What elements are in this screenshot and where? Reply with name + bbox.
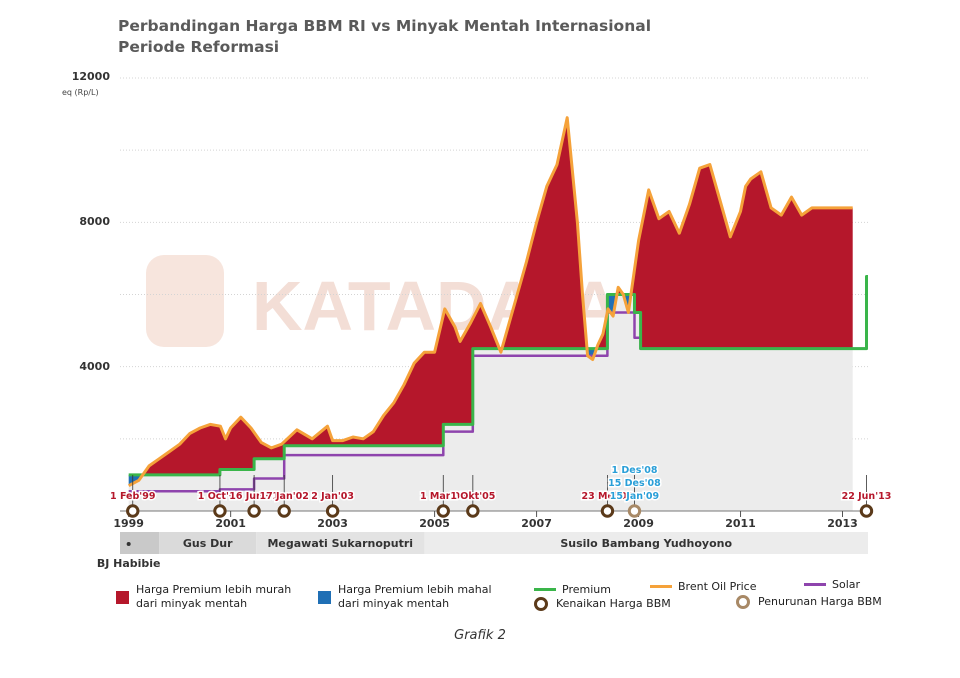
chart-title-line1: Perbandingan Harga BBM RI vs Minyak Ment… bbox=[118, 17, 652, 35]
legend-expensive-swatch bbox=[318, 591, 331, 604]
event-label-6: 1 Okt'05 bbox=[450, 491, 495, 502]
legend-brent: Brent Oil Price bbox=[650, 580, 780, 594]
era-habibie-dot-icon bbox=[126, 542, 131, 546]
x-tick-label-2013: 2013 bbox=[827, 517, 858, 530]
series-line-brent bbox=[127, 116, 853, 488]
event-label-4: 2 Jan'03 bbox=[311, 491, 354, 502]
era-label-habibie: BJ Habibie bbox=[97, 557, 161, 570]
event-marker-2-icon bbox=[247, 504, 261, 518]
era-band: BJ Habibie Gus Dur Megawati Sukarnoputri Su… bbox=[97, 532, 868, 570]
event-label-9: 22 Jun'13 bbox=[842, 491, 892, 502]
legend-increase-label: Kenaikan Harga BBM bbox=[556, 597, 671, 610]
y-tick-label-4000: 4000 bbox=[79, 360, 110, 373]
legend-decrease-marker-icon bbox=[736, 595, 750, 609]
watermark-logo-icon bbox=[146, 255, 224, 347]
event-label-3: 17 Jan'02 bbox=[259, 491, 308, 502]
era-band-3 bbox=[424, 532, 868, 554]
legend-cheaper-label-line2: dari minyak mentah bbox=[136, 597, 248, 610]
era-label-3: Susilo Bambang Yudhoyono bbox=[560, 537, 732, 550]
x-tick-label-2005: 2005 bbox=[419, 517, 450, 530]
x-tick-label-2009: 2009 bbox=[623, 517, 654, 530]
legend-premium: Premium bbox=[534, 583, 644, 597]
era-label-2: Megawati Sukarnoputri bbox=[267, 537, 413, 550]
event-marker-5-icon bbox=[436, 504, 450, 518]
event-marker-9-icon bbox=[859, 504, 874, 518]
chart-caption: Grafik 2 bbox=[454, 628, 506, 643]
y-tick-label-8000: 8000 bbox=[79, 215, 110, 228]
x-tick-label-1999: 1999 bbox=[113, 517, 144, 530]
event-label-1: 1 Oct'00 bbox=[198, 491, 243, 502]
legend-premium-swatch bbox=[534, 588, 556, 591]
event-label-7: 23 Mei'08 bbox=[582, 491, 634, 502]
legend-cheaper-label-line1: Harga Premium lebih murah bbox=[136, 583, 292, 596]
x-axis: 1999 2001 2003 2005 2007 2009 2011 2013 bbox=[113, 510, 868, 530]
event-marker-6-icon bbox=[466, 504, 480, 518]
legend-premium-label: Premium bbox=[562, 583, 611, 596]
event-label-8-0: 1 Des'08 bbox=[611, 465, 657, 476]
legend-brent-label: Brent Oil Price bbox=[678, 580, 757, 593]
x-tick-label-2007: 2007 bbox=[521, 517, 552, 530]
event-marker-0-icon bbox=[126, 504, 140, 518]
legend-solar-swatch bbox=[804, 583, 826, 586]
event-marker-3-icon bbox=[277, 504, 291, 518]
event-label-5: 1 Mar'05 bbox=[420, 491, 467, 502]
legend-expensive-label-line2: dari minyak mentah bbox=[338, 597, 450, 610]
event-label-8-1: 15 Des'08 bbox=[608, 478, 661, 489]
legend-solar: Solar bbox=[804, 578, 884, 592]
event-label-8-2: 15 Jan'09 bbox=[610, 491, 659, 502]
era-band-0 bbox=[120, 532, 160, 554]
event-marker-1-icon bbox=[213, 504, 227, 518]
x-tick-label-2001: 2001 bbox=[215, 517, 246, 530]
event-label-0: 1 Feb'99 bbox=[110, 491, 155, 502]
x-tick-label-2011: 2011 bbox=[725, 517, 756, 530]
chart-title-line2: Periode Reformasi bbox=[118, 38, 280, 56]
event-marker-7-icon bbox=[600, 504, 615, 518]
legend-cheaper-swatch bbox=[116, 591, 129, 604]
event-marker-8-icon bbox=[627, 504, 642, 518]
legend-decrease: Penurunan Harga BBM bbox=[736, 595, 906, 609]
legend-decrease-label: Penurunan Harga BBM bbox=[758, 595, 882, 608]
x-tick-label-2003: 2003 bbox=[317, 517, 348, 530]
era-label-1: Gus Dur bbox=[183, 537, 233, 550]
era-band-2 bbox=[256, 532, 425, 554]
event-label-2: 16 Jun'01 bbox=[229, 491, 279, 502]
legend-solar-label: Solar bbox=[832, 578, 861, 591]
area-premium-cheaper bbox=[128, 117, 853, 475]
y-unit-label: eq (Rp/L) bbox=[62, 88, 99, 97]
chart-title: Perbandingan Harga BBM RI vs Minyak Ment… bbox=[118, 16, 651, 58]
series-line-premium bbox=[128, 275, 868, 477]
legend-brent-swatch bbox=[650, 585, 672, 588]
event-marker-4-icon bbox=[325, 504, 340, 518]
legend-expensive-label-line1: Harga Premium lebih mahal bbox=[338, 583, 492, 596]
legend-increase-marker-icon bbox=[534, 597, 548, 611]
era-band-1 bbox=[159, 532, 257, 554]
legend-increase: Kenaikan Harga BBM bbox=[534, 597, 704, 611]
y-tick-label-12000: 12000 bbox=[71, 70, 110, 83]
